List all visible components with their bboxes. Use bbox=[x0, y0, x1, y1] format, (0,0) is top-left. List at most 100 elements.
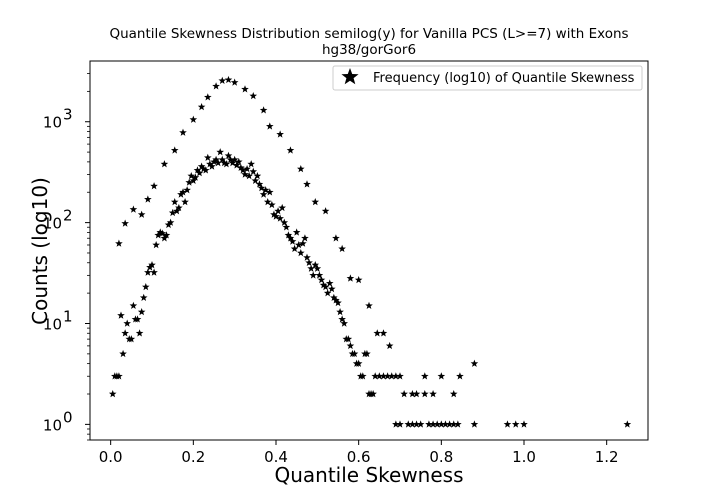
data-point bbox=[137, 210, 146, 218]
data-point bbox=[168, 208, 177, 217]
legend-label: Frequency (log10) of Quantile Skewness bbox=[373, 71, 635, 86]
data-point bbox=[369, 390, 377, 398]
data-point bbox=[166, 218, 175, 226]
data-point bbox=[387, 372, 396, 380]
data-point bbox=[212, 82, 220, 90]
data-point bbox=[129, 301, 138, 309]
data-point bbox=[284, 231, 293, 239]
data-point bbox=[280, 218, 289, 226]
data-point bbox=[241, 85, 249, 93]
data-point bbox=[309, 271, 317, 279]
data-point bbox=[144, 268, 152, 276]
data-point bbox=[274, 207, 282, 215]
data-point bbox=[332, 296, 340, 304]
data-point bbox=[338, 244, 346, 253]
data-point bbox=[212, 155, 220, 163]
data-point bbox=[437, 372, 446, 380]
data-point bbox=[425, 420, 433, 428]
data-point bbox=[268, 200, 276, 209]
data-point bbox=[261, 186, 270, 194]
data-point bbox=[204, 93, 212, 101]
data-point bbox=[129, 205, 138, 213]
data-point bbox=[259, 106, 268, 114]
data-point bbox=[170, 146, 179, 154]
data-point bbox=[290, 244, 299, 253]
x-tick-label: 0.0 bbox=[99, 448, 123, 466]
data-point bbox=[400, 390, 408, 398]
data-point bbox=[210, 157, 218, 166]
data-point bbox=[282, 223, 291, 231]
data-point bbox=[346, 274, 355, 282]
y-tick-label: 10 bbox=[43, 416, 62, 434]
data-point bbox=[297, 165, 305, 173]
data-point bbox=[325, 279, 334, 287]
data-point bbox=[195, 169, 204, 177]
data-point bbox=[251, 176, 260, 184]
data-point bbox=[108, 390, 117, 398]
data-point bbox=[412, 420, 421, 428]
data-point bbox=[323, 289, 332, 297]
plot-area bbox=[89, 60, 649, 441]
data-point bbox=[421, 390, 429, 398]
data-point bbox=[230, 78, 239, 86]
data-point bbox=[156, 228, 165, 236]
data-point bbox=[445, 420, 454, 428]
data-point bbox=[276, 214, 284, 222]
data-point bbox=[321, 207, 330, 215]
data-point bbox=[115, 372, 123, 380]
data-point bbox=[503, 420, 512, 428]
data-point bbox=[123, 319, 131, 327]
data-point bbox=[359, 372, 367, 380]
data-point bbox=[276, 130, 284, 138]
data-point bbox=[249, 91, 258, 100]
data-point bbox=[224, 151, 233, 159]
data-point bbox=[334, 298, 342, 307]
data-point bbox=[237, 163, 245, 171]
data-point bbox=[119, 349, 127, 358]
data-point bbox=[375, 372, 384, 380]
data-point bbox=[150, 268, 158, 276]
data-point bbox=[139, 293, 148, 301]
data-point bbox=[158, 229, 167, 237]
data-point bbox=[191, 173, 200, 181]
data-point bbox=[354, 275, 363, 284]
data-point bbox=[385, 341, 394, 350]
data-point bbox=[253, 171, 262, 180]
data-point bbox=[241, 170, 249, 178]
data-point bbox=[121, 329, 129, 337]
y-axis-label: Counts (log10) bbox=[28, 177, 52, 325]
data-point bbox=[266, 188, 274, 196]
data-point bbox=[247, 160, 255, 168]
data-point bbox=[354, 359, 363, 367]
legend: Frequency (log10) of Quantile Skewness bbox=[332, 65, 643, 91]
data-point bbox=[214, 158, 222, 167]
data-point bbox=[245, 171, 253, 180]
legend-star-marker bbox=[341, 68, 359, 85]
data-point bbox=[206, 160, 214, 168]
data-point bbox=[235, 157, 243, 166]
data-point bbox=[379, 329, 388, 337]
data-point bbox=[216, 148, 224, 156]
data-point bbox=[305, 258, 313, 266]
legend-star bbox=[341, 68, 359, 85]
data-point bbox=[218, 155, 227, 163]
data-point bbox=[433, 420, 441, 428]
data-point bbox=[199, 165, 208, 173]
data-point bbox=[346, 341, 355, 350]
x-tick-label: 0.6 bbox=[347, 448, 371, 466]
data-point bbox=[201, 166, 210, 174]
data-point bbox=[181, 198, 189, 206]
data-point bbox=[371, 372, 379, 380]
data-point bbox=[197, 102, 206, 111]
data-point bbox=[164, 220, 173, 229]
data-point bbox=[187, 171, 196, 180]
data-point bbox=[408, 420, 417, 428]
data-point bbox=[299, 239, 307, 247]
x-axis-label: Quantile Skewness bbox=[274, 463, 463, 487]
data-point bbox=[127, 335, 136, 343]
data-point bbox=[204, 153, 212, 161]
data-point bbox=[412, 390, 421, 398]
data-point bbox=[416, 420, 425, 428]
data-point bbox=[183, 186, 191, 194]
